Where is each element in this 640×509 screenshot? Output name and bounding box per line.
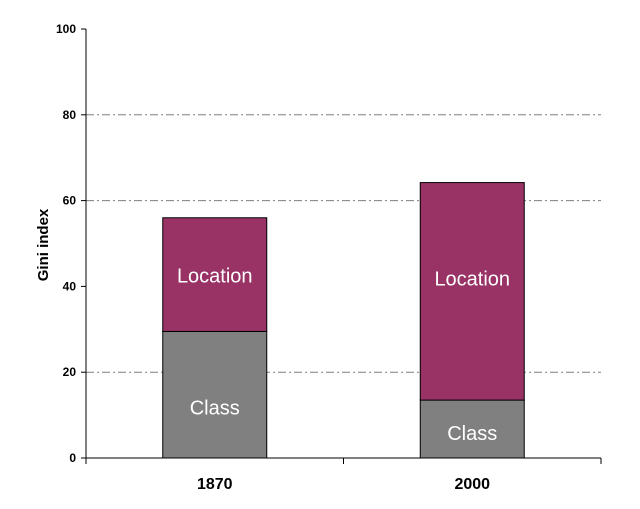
bars: Class Location Class Location — [162, 182, 525, 459]
bar-class-1870 — [162, 330, 268, 459]
bar-location-2000 — [419, 182, 525, 401]
labels: Gini index — [35, 208, 52, 281]
y-tick-label-80: 80 — [63, 108, 77, 122]
y-tick-label-20: 20 — [63, 365, 77, 379]
ticks: 0 20 40 60 80 100 1870 2000 — [56, 22, 602, 493]
segment-label-location-1870: Location — [177, 266, 253, 288]
segment-label-class-1870: Class — [190, 398, 240, 420]
x-category-label-2000: 2000 — [454, 476, 490, 493]
y-tick-label-60: 60 — [63, 194, 77, 208]
y-tick-label-0: 0 — [69, 451, 76, 465]
segment-label-class-2000: Class — [447, 423, 497, 445]
bar-location-1870 — [162, 217, 268, 332]
x-category-label-1870: 1870 — [197, 476, 233, 493]
segment-label-location-2000: Location — [434, 269, 510, 291]
y-axis-label: Gini index — [35, 208, 52, 281]
y-tick-label-100: 100 — [56, 22, 76, 36]
y-tick-label-40: 40 — [63, 279, 77, 293]
